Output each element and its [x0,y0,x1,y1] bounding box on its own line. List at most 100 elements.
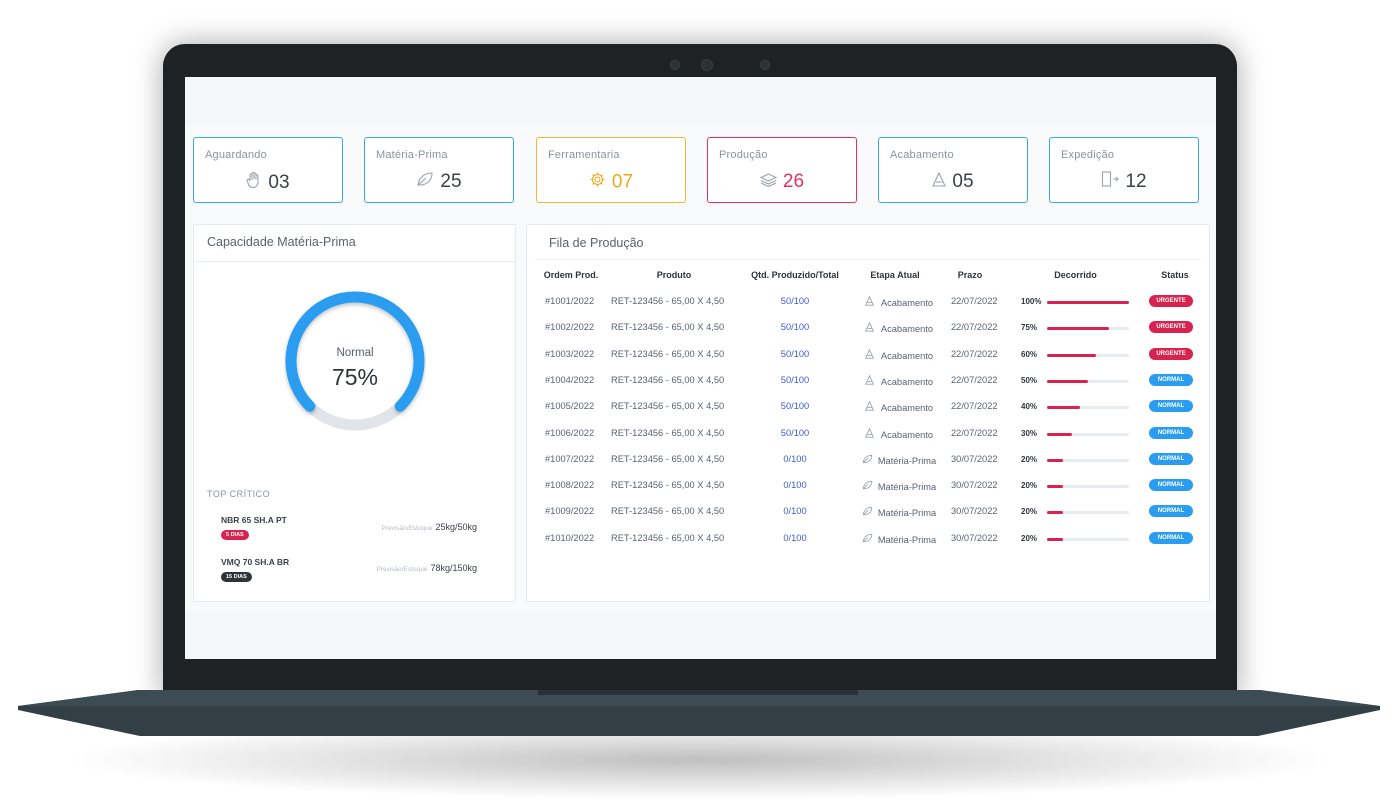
table-row[interactable]: #1008/2022 RET-123456 - 65,00 X 4,50 0/100… [527,479,1207,506]
table-row[interactable]: #1007/2022 RET-123456 - 65,00 X 4,50 0/100… [527,452,1207,480]
progress-fill [1047,432,1072,436]
quantity-produced: 0/100 [783,532,807,543]
stat-card-expedicao[interactable]: Expedição 12 [1049,137,1199,203]
queue-title: Fila de Produção [549,236,644,250]
leaf-icon [862,506,873,518]
stat-card-materia-prima[interactable]: Matéria-Prima 25 [364,137,514,203]
current-stage: Acabamento [857,374,941,387]
stage-label: Acabamento [880,298,934,308]
deadline-date: 22/07/2022 [951,374,998,385]
progress-track [1047,537,1129,541]
progress-fill [1047,511,1064,515]
progress-percentage: 50% [1021,375,1038,385]
order-number: #1002/2022 [545,322,595,333]
top-bar [185,77,1216,123]
stage-label: Matéria-Prima [877,455,937,466]
status-badge: URGENTE [1149,347,1193,360]
leaf-icon [862,454,873,466]
column-header[interactable]: Status [1161,270,1189,280]
progress-fill [1047,406,1080,410]
order-number: #1003/2022 [545,348,595,359]
product-code: RET-123456 - 65,00 X 4,50 [611,401,725,412]
gauge-fill-arc [285,291,425,412]
deadline-date: 30/07/2022 [951,506,998,517]
table-row[interactable]: #1010/2022 RET-123456 - 65,00 X 4,50 0/100… [527,531,1207,559]
critical-item-name: NBR 65 SH.A PT [221,515,287,525]
capacity-title: Capacidade Matéria-Prima [207,235,356,249]
order-number: #1007/2022 [545,453,595,464]
stat-count: 07 [611,171,634,193]
progress-track [1047,458,1129,462]
leaf-icon [862,533,873,545]
table-row[interactable]: #1006/2022 RET-123456 - 65,00 X 4,50 50/10… [527,426,1207,454]
column-header[interactable]: Decorrido [1054,270,1097,280]
layers-icon [759,171,778,193]
critical-item-badge: 15 DIAS [221,572,252,582]
progress-fill [1047,379,1088,383]
stage-label: Matéria-Prima [877,508,937,519]
critical-item-badge: 5 DIAS [221,530,249,540]
stat-count: 26 [782,171,805,193]
progress-fill [1047,458,1064,462]
triangle-icon [865,322,875,334]
product-code: RET-123456 - 65,00 X 4,50 [611,374,725,385]
quantity-produced: 50/100 [780,427,810,438]
status-badge: NORMAL [1149,400,1193,413]
table-row[interactable]: #1005/2022 RET-123456 - 65,00 X 4,50 50/10… [527,400,1207,427]
progress-fill [1047,353,1097,357]
order-number: #1004/2022 [545,374,595,385]
table-row[interactable]: #1003/2022 RET-123456 - 65,00 X 4,50 50/10… [527,347,1207,375]
deadline-date: 22/07/2022 [951,296,998,306]
stage-label: Matéria-Prima [877,482,937,493]
stat-count: 25 [440,171,462,193]
table-row[interactable]: #1001/2022 RET-123456 - 65,00 X 4,50 50/10… [527,295,1207,322]
stat-card-acabamento[interactable]: Acabamento 05 [878,137,1028,203]
table-row[interactable]: #1009/2022 RET-123456 - 65,00 X 4,50 0/100… [527,505,1207,532]
progress-percentage: 20% [1021,454,1038,464]
laptop-base [18,688,1380,738]
stat-card-value: 07 [537,171,685,194]
current-stage: Acabamento [857,322,941,334]
progress-percentage: 20% [1021,533,1038,543]
progress-track [1047,511,1129,515]
progress-track [1047,327,1129,331]
critical-item-stock: Previsão/Estoque 25kg/50kg [382,522,478,532]
hand-icon [246,171,262,195]
stat-card-label: Expedição [1061,149,1115,161]
stat-count: 03 [268,172,290,194]
quantity-produced: 50/100 [780,296,810,306]
progress-percentage: 30% [1021,428,1038,438]
column-header[interactable]: Produto [656,270,692,280]
product-code: RET-123456 - 65,00 X 4,50 [611,427,725,438]
camera-sensor-left [670,60,680,70]
stat-card-aguardando[interactable]: Aguardando 03 [193,137,343,203]
status-badge: NORMAL [1149,373,1193,386]
critical-item-name: VMQ 70 SH.A BR [221,557,290,567]
column-header[interactable]: Etapa Atual [870,270,920,280]
stat-card-ferramentaria[interactable]: Ferramentaria 07 [536,137,686,203]
stat-card-value: 03 [194,171,342,195]
column-header[interactable]: Ordem Prod. [543,270,599,280]
stat-card-label: Matéria-Prima [376,149,448,161]
order-number: #1005/2022 [545,401,595,412]
stage-label: Acabamento [880,324,934,335]
stat-count: 05 [952,171,974,193]
status-badge: NORMAL [1149,505,1193,518]
progress-fill [1047,301,1129,304]
column-header[interactable]: Prazo [957,270,983,280]
column-header[interactable]: Qtd. Produzido/Total [751,270,839,280]
current-stage: Acabamento [857,400,941,413]
current-stage: Acabamento [857,427,941,440]
stat-card-producao[interactable]: Produção 26 [707,137,857,203]
product-code: RET-123456 - 65,00 X 4,50 [611,506,725,517]
dashboard-screen: Aguardando 03 Matéria-Prima 25 Ferramentaria… [185,77,1216,659]
progress-track [1047,301,1129,304]
quantity-produced: 0/100 [783,453,807,464]
progress-percentage: 75% [1021,323,1038,333]
table-row[interactable]: #1002/2022 RET-123456 - 65,00 X 4,50 50/10… [527,321,1207,348]
progress-track [1047,432,1129,436]
quantity-produced: 0/100 [783,480,807,491]
quantity-produced: 50/100 [780,374,810,385]
stock-label: Previsão/Estoque [381,525,433,532]
table-row[interactable]: #1004/2022 RET-123456 - 65,00 X 4,50 50/10… [527,373,1207,401]
